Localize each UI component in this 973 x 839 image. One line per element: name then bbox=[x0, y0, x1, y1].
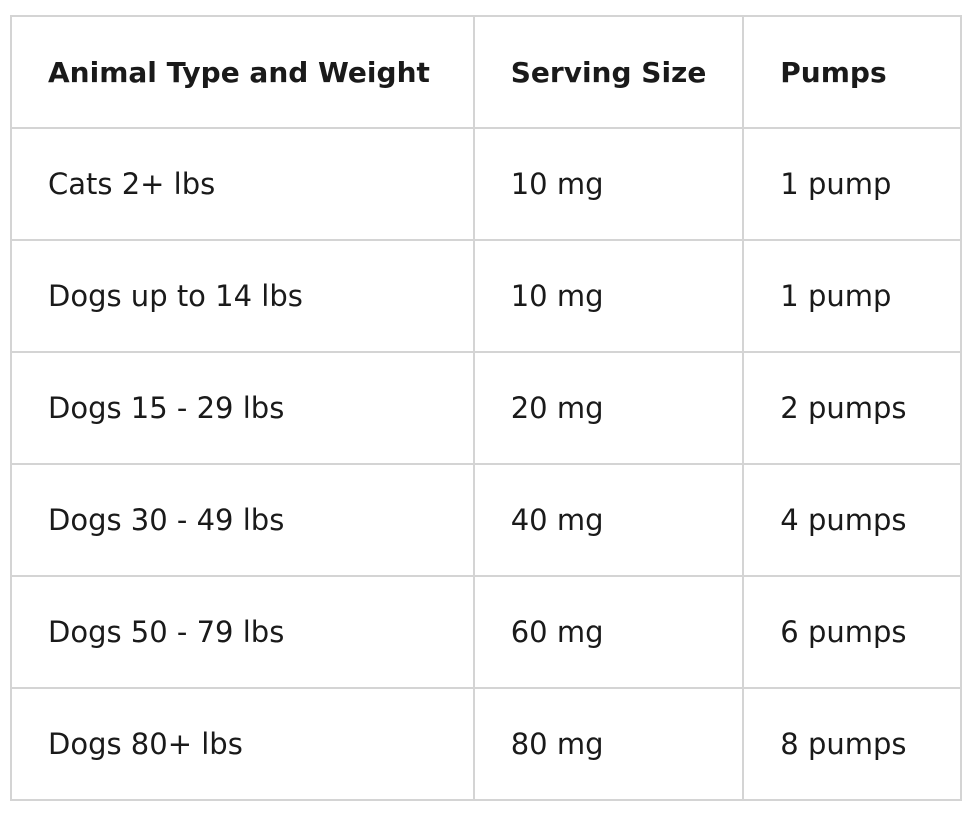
table-cell: Dogs 80+ lbs bbox=[10, 687, 475, 801]
table-cell: 8 pumps bbox=[742, 687, 962, 801]
table-cell: Cats 2+ lbs bbox=[10, 127, 475, 241]
header-cell: Animal Type and Weight bbox=[10, 15, 475, 129]
table-row: Dogs 30 - 49 lbs 40 mg 4 pumps bbox=[10, 463, 962, 577]
table-cell: Dogs up to 14 lbs bbox=[10, 239, 475, 353]
table-cell: Dogs 15 - 29 lbs bbox=[10, 351, 475, 465]
table-cell: 6 pumps bbox=[742, 575, 962, 689]
table-cell: Dogs 30 - 49 lbs bbox=[10, 463, 475, 577]
table-cell: 10 mg bbox=[472, 127, 745, 241]
table-cell: 80 mg bbox=[472, 687, 745, 801]
table-cell: 10 mg bbox=[472, 239, 745, 353]
table-row: Cats 2+ lbs 10 mg 1 pump bbox=[10, 127, 962, 241]
table-row: Dogs up to 14 lbs 10 mg 1 pump bbox=[10, 239, 962, 353]
table-cell: 2 pumps bbox=[742, 351, 962, 465]
table-row: Dogs 15 - 29 lbs 20 mg 2 pumps bbox=[10, 351, 962, 465]
table-cell: Dogs 50 - 79 lbs bbox=[10, 575, 475, 689]
table-body: Cats 2+ lbs 10 mg 1 pump Dogs up to 14 lbs 1… bbox=[10, 127, 962, 801]
table-cell: 20 mg bbox=[472, 351, 745, 465]
table-cell: 40 mg bbox=[472, 463, 745, 577]
table-row: Dogs 80+ lbs 80 mg 8 pumps bbox=[10, 687, 962, 801]
table-cell: 1 pump bbox=[742, 239, 962, 353]
header-cell: Serving Size bbox=[472, 15, 745, 129]
table-cell: 4 pumps bbox=[742, 463, 962, 577]
header-cell: Pumps bbox=[742, 15, 962, 129]
dosage-table: Animal Type and Weight Serving Size Pumps … bbox=[10, 15, 962, 801]
header-row: Animal Type and Weight Serving Size Pumps bbox=[10, 15, 962, 129]
table-cell: 60 mg bbox=[472, 575, 745, 689]
table-cell: 1 pump bbox=[742, 127, 962, 241]
table-row: Dogs 50 - 79 lbs 60 mg 6 pumps bbox=[10, 575, 962, 689]
